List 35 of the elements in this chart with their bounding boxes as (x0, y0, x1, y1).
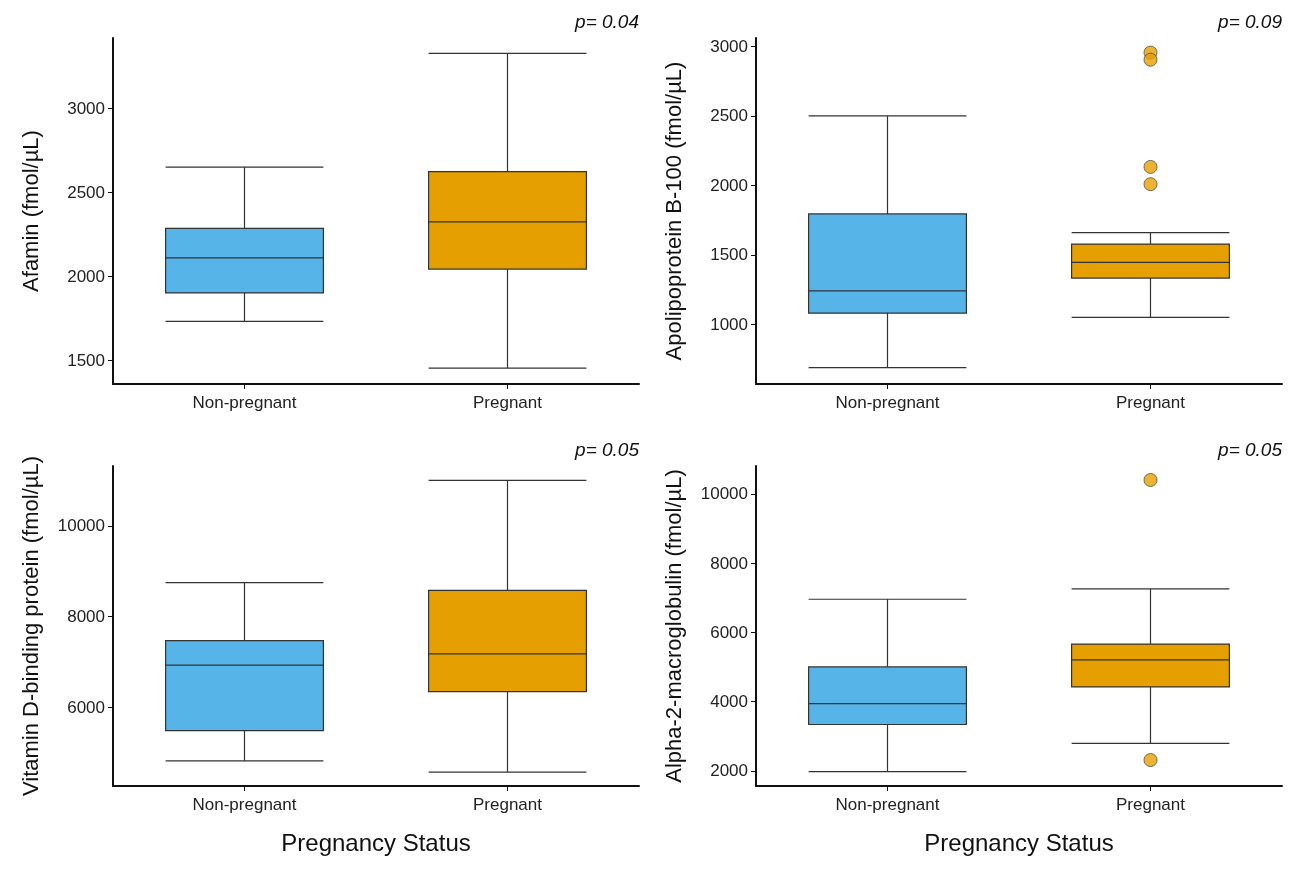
y-tick-label: 3000 (67, 98, 105, 118)
y-tick-label: 10000 (57, 516, 105, 536)
y-tick-label: 2000 (710, 175, 748, 195)
y-axis-title: Vitamin D-binding protein (fmol/µL) (17, 456, 43, 796)
y-tick-label: 8000 (67, 607, 105, 627)
y-tick-label: 2500 (710, 106, 748, 126)
x-axis-title: Pregnancy Status (281, 828, 471, 856)
y-axis-title: Apolipoprotein B-100 (fmol/µL) (660, 61, 686, 361)
y-tick-label: 1500 (710, 245, 748, 265)
y-tick-label: 6000 (67, 697, 105, 717)
x-tick-label: Non-pregnant (835, 795, 940, 814)
x-tick-label: Pregnant (1116, 393, 1186, 412)
y-tick-label: 1500 (67, 350, 105, 370)
y-tick-label: 6000 (710, 622, 748, 642)
y-axis-title: Alpha-2-macroglobulin (fmol/µL) (660, 469, 686, 783)
y-tick-label: 2000 (710, 761, 748, 781)
text: p= 0.09 (1217, 11, 1283, 32)
y-tick-label: 8000 (710, 553, 748, 573)
y-axis-title: Afamin (fmol/µL) (17, 130, 43, 292)
x-tick-label: Non-pregnant (192, 393, 297, 412)
y-tick-label: 4000 (710, 692, 748, 712)
x-tick-label: Non-pregnant (192, 795, 297, 814)
y-tick-label: 3000 (710, 36, 748, 56)
x-tick-label: Pregnant (473, 393, 543, 412)
y-tick-label: 10000 (700, 484, 748, 504)
x-tick-label: Pregnant (1116, 795, 1186, 814)
text: p= 0.05 (574, 439, 640, 460)
text: p= 0.04 (574, 11, 639, 32)
y-tick-label: 2500 (67, 182, 105, 202)
text: p= 0.05 (1217, 439, 1283, 460)
y-tick-label: 2000 (67, 266, 105, 286)
y-tick-label: 1000 (710, 314, 748, 334)
x-tick-label: Non-pregnant (835, 393, 940, 412)
x-tick-label: Pregnant (473, 795, 543, 814)
x-axis-title: Pregnancy Status (924, 828, 1114, 856)
